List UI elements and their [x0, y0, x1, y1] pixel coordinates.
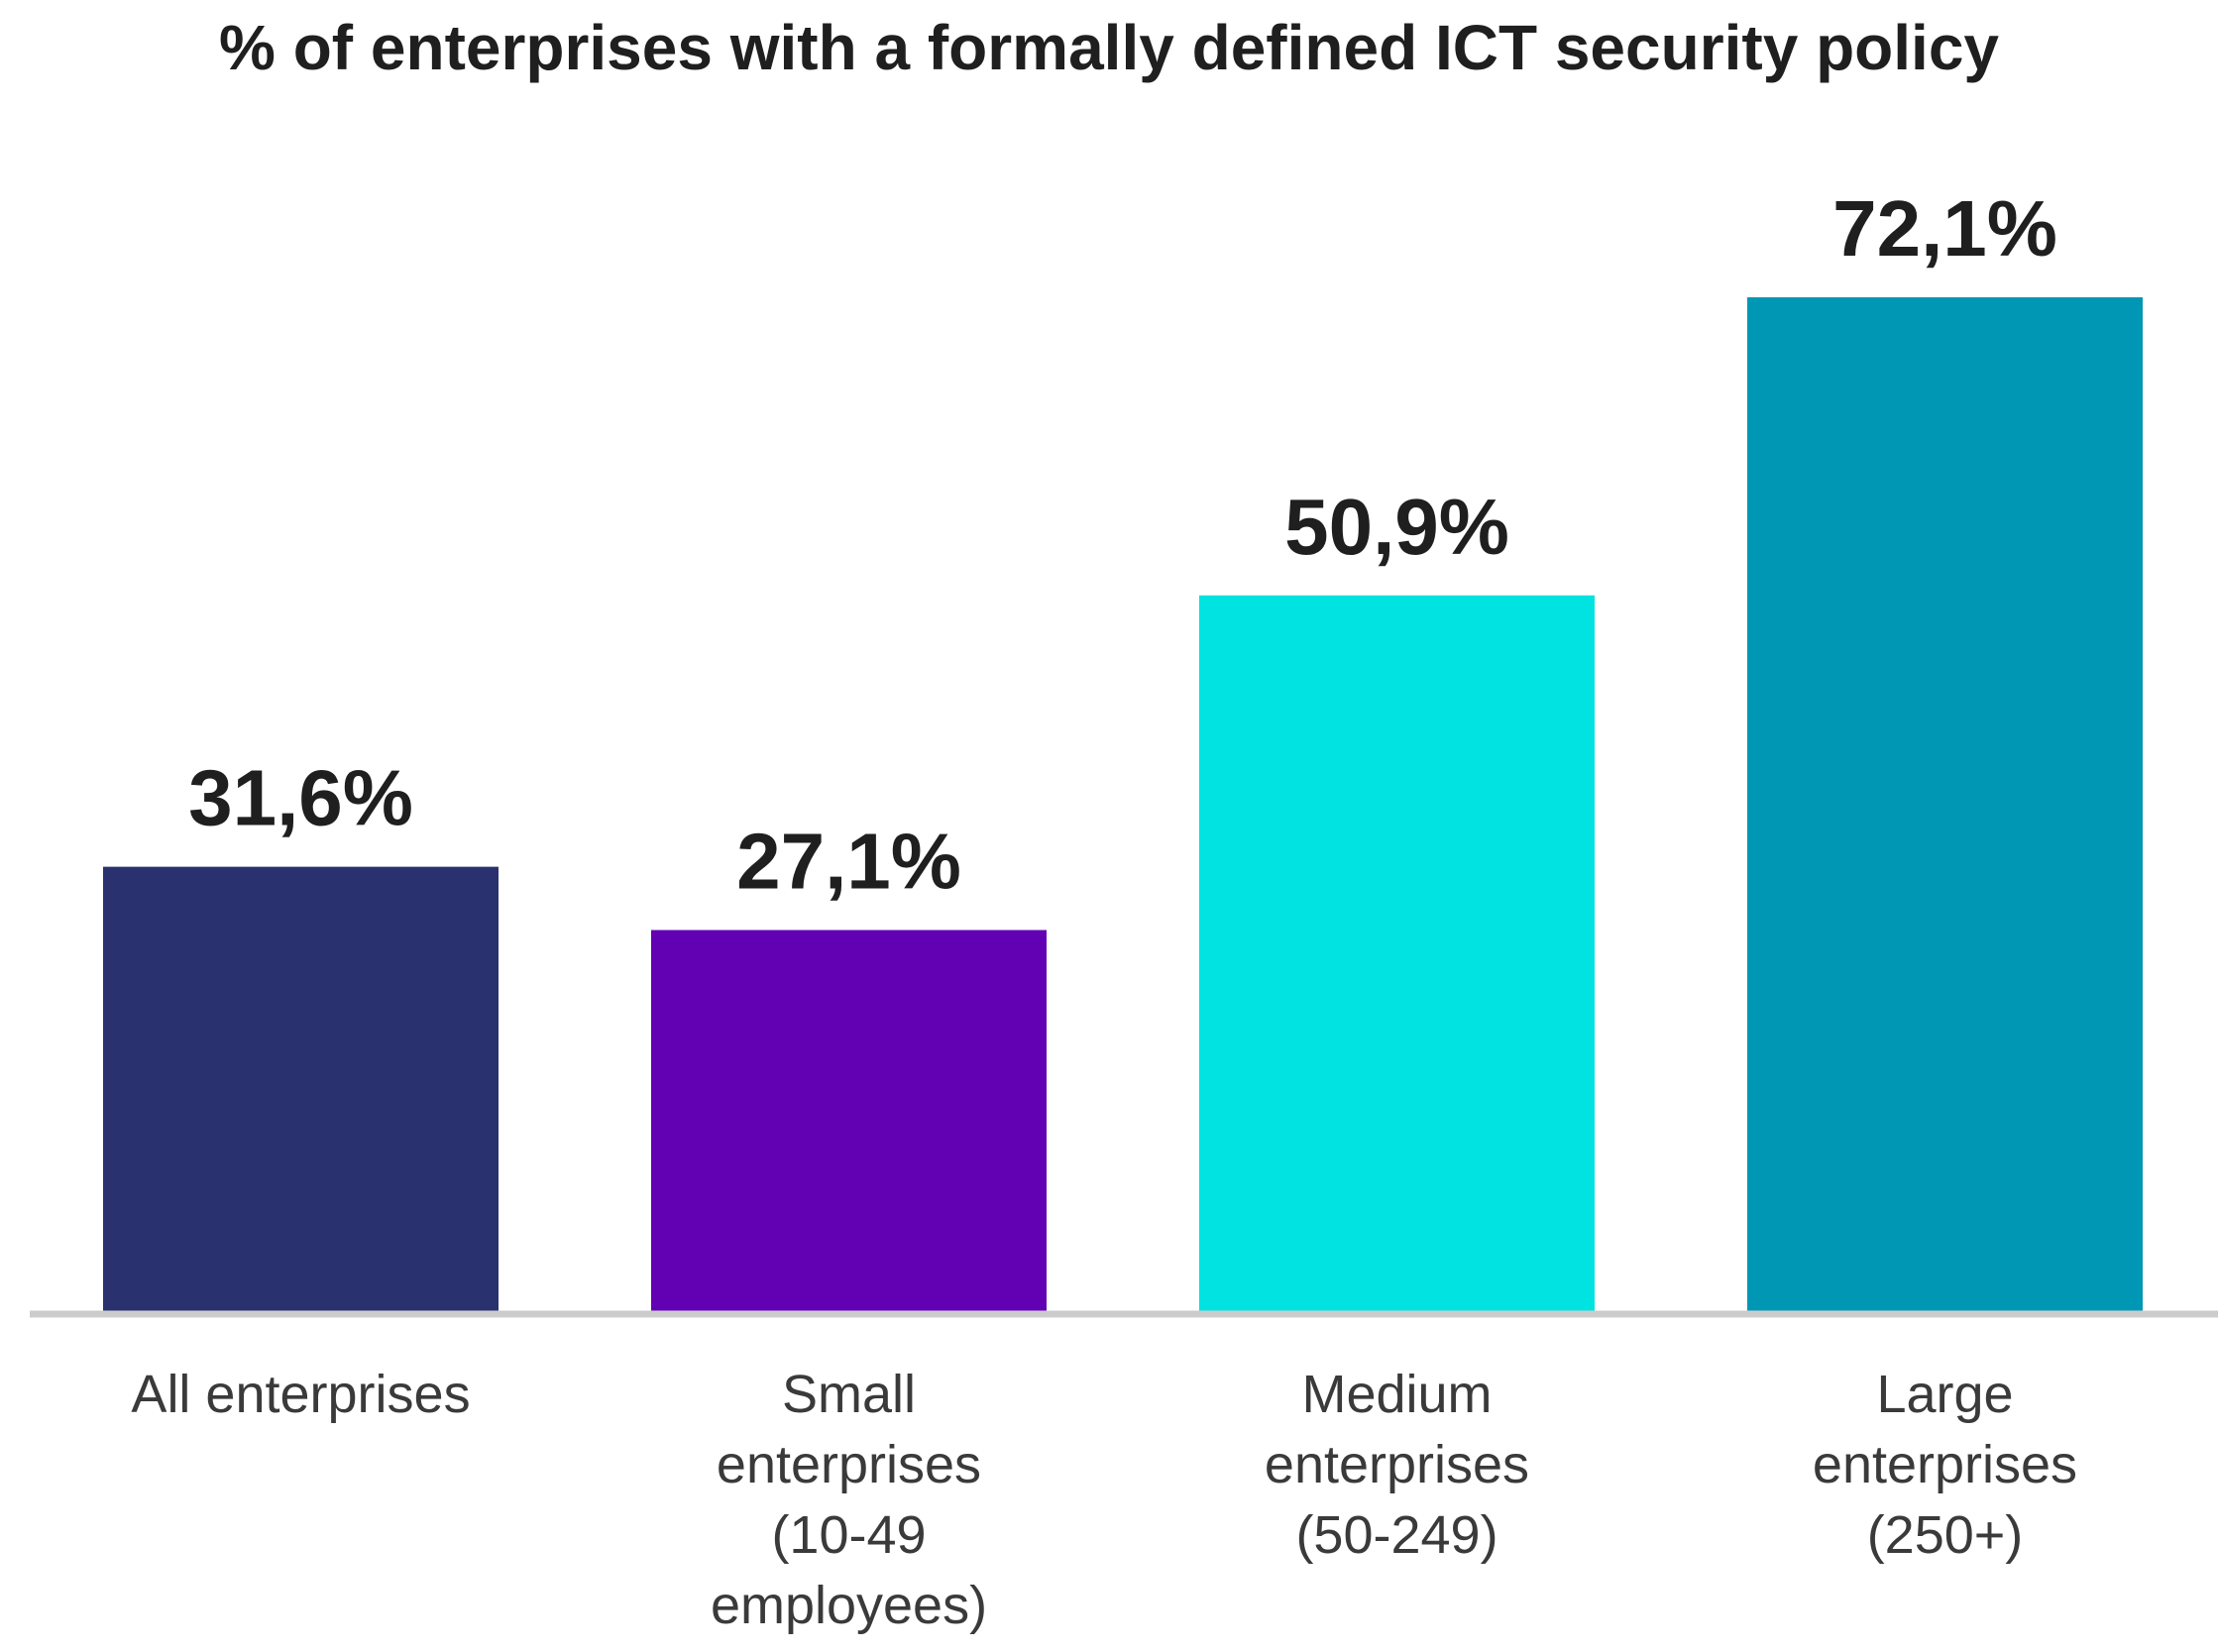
category-label: Large	[1876, 1365, 2013, 1424]
category-label: (10-49	[771, 1505, 926, 1565]
data-label: 72,1%	[1832, 184, 2057, 273]
bar	[651, 930, 1047, 1311]
category-label: enterprises	[717, 1435, 981, 1494]
data-label: 31,6%	[188, 754, 413, 842]
bar	[103, 866, 499, 1311]
category-label: employees)	[711, 1576, 987, 1635]
category-label: enterprises	[1813, 1435, 2077, 1494]
data-label: 27,1%	[736, 817, 961, 905]
bar	[1747, 297, 2143, 1311]
category-label: Small	[782, 1365, 916, 1424]
bar	[1199, 595, 1595, 1311]
category-label: Medium	[1301, 1365, 1492, 1424]
category-label: (50-249)	[1295, 1505, 1497, 1565]
category-label: (250+)	[1867, 1505, 2024, 1565]
category-label: All enterprises	[131, 1365, 470, 1424]
data-label: 50,9%	[1284, 483, 1509, 571]
chart-title: % of enterprises with a formally defined…	[219, 12, 1999, 83]
category-label: enterprises	[1265, 1435, 1529, 1494]
